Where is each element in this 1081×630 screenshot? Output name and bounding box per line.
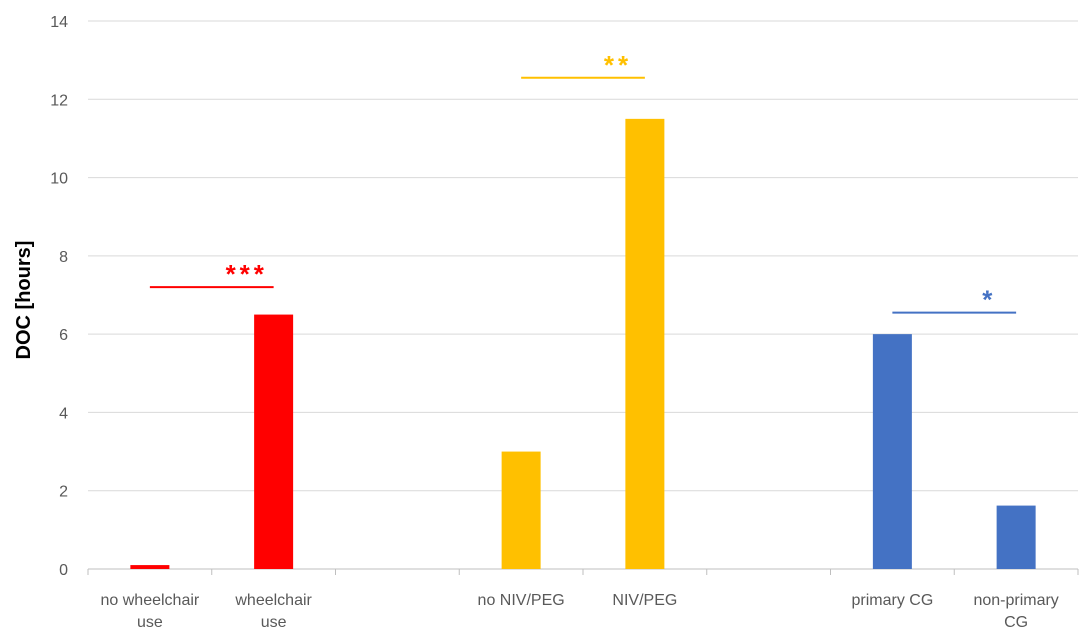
x-category-label-line: wheelchair xyxy=(234,592,312,609)
x-category-label-line: NIV/PEG xyxy=(612,592,677,609)
x-category-label-line: primary CG xyxy=(851,592,933,609)
bar xyxy=(254,314,294,569)
gridlines xyxy=(87,20,1079,575)
y-tick-label: 8 xyxy=(59,249,68,266)
x-category-label-line: CG xyxy=(1004,614,1028,630)
x-category-label: no wheelchair use xyxy=(101,592,200,630)
significance-markers: ****** xyxy=(149,50,1017,315)
x-category-label-line: non-primary xyxy=(973,592,1058,609)
bar xyxy=(996,505,1036,569)
x-category-label: NIV/PEG xyxy=(612,592,677,609)
x-category-label-line: no NIV/PEG xyxy=(478,592,565,609)
x-category-label-line: use xyxy=(137,614,163,630)
x-category-label: no NIV/PEG xyxy=(478,592,565,609)
bar xyxy=(625,118,665,569)
x-category-label-line: use xyxy=(261,614,287,630)
y-tick-labels: 0 2 4 6 8 10 12 14 xyxy=(50,14,68,579)
category-labels: no wheelchair use wheelchair use no NIV/PEG N… xyxy=(101,592,1059,630)
y-tick-label: 10 xyxy=(50,171,68,188)
y-tick-label: 6 xyxy=(59,327,68,344)
bar xyxy=(130,565,170,569)
significance-stars: * xyxy=(982,285,996,315)
significance-stars: ** xyxy=(604,50,632,80)
x-category-label: wheelchair use xyxy=(234,592,312,630)
y-tick-label: 2 xyxy=(59,484,68,501)
x-category-label-line: no wheelchair xyxy=(101,592,200,609)
significance-stars: *** xyxy=(226,259,268,289)
bar xyxy=(501,451,541,569)
y-tick-label: 4 xyxy=(59,405,68,422)
bars xyxy=(130,118,1036,569)
bar xyxy=(872,334,912,569)
y-axis-title: DOC [hours] xyxy=(13,241,35,360)
y-tick-label: 12 xyxy=(50,92,68,109)
y-tick-label: 14 xyxy=(50,14,68,31)
x-category-label: non-primary CG xyxy=(973,592,1058,630)
y-tick-label: 0 xyxy=(59,562,68,579)
x-category-label: primary CG xyxy=(851,592,933,609)
